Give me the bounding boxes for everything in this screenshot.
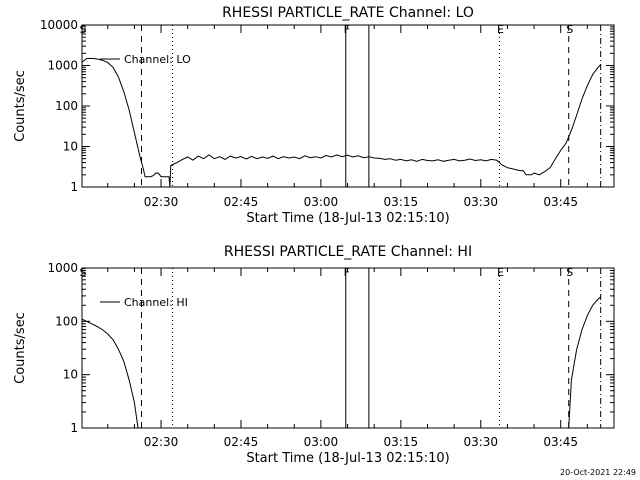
x-tick-label: 03:30	[463, 195, 498, 209]
x-tick-label: 03:30	[463, 435, 498, 449]
x-tick-label: 03:45	[543, 435, 578, 449]
x-tick-label: 02:45	[224, 435, 259, 449]
y-tick-label: 100	[55, 314, 78, 328]
time-marker-label: E	[497, 266, 504, 279]
chart-title: RHESSI PARTICLE_RATE Channel: HI	[224, 244, 472, 260]
panel-lo: RHESSI PARTICLE_RATE Channel: LO 1 10 100 10…	[13, 5, 615, 226]
data-series-line	[568, 296, 602, 429]
y-axis-label: Counts/sec	[13, 312, 28, 384]
x-tick-label: 03:45	[543, 195, 578, 209]
y-tick-label: 10	[63, 140, 78, 154]
x-tick-label: 03:15	[384, 435, 419, 449]
y-tick-label: 1	[70, 421, 78, 435]
time-marker-label: F	[344, 23, 350, 36]
x-tick-label: 02:30	[144, 435, 179, 449]
y-tick-label: 10000	[40, 18, 78, 32]
x-tick-label: 03:00	[304, 195, 339, 209]
timestamp: 20-Oct-2021 22:49	[560, 468, 636, 477]
x-tick-label: 02:30	[144, 195, 179, 209]
legend-label: Channel: HI	[124, 296, 188, 309]
panel-hi: RHESSI PARTICLE_RATE Channel: HI 1 10 100 10…	[13, 244, 615, 466]
legend-label: Channel: LO	[124, 53, 191, 66]
y-tick-label: 1000	[47, 59, 78, 73]
time-marker-label: S	[80, 266, 87, 279]
y-axis-label: Counts/sec	[13, 70, 28, 142]
data-series-line	[81, 57, 602, 188]
x-axis-label: Start Time (18-Jul-13 02:15:10)	[246, 211, 449, 226]
time-marker-label: E	[497, 23, 504, 36]
time-marker-label: S	[80, 23, 87, 36]
y-tick-label: 10	[63, 368, 78, 382]
data-series-line	[81, 318, 139, 429]
x-axis-label: Start Time (18-Jul-13 02:15:10)	[246, 451, 449, 466]
time-marker-label: S	[566, 23, 573, 36]
x-tick-label: 03:00	[304, 435, 339, 449]
y-tick-label: 1000	[47, 261, 78, 275]
time-marker-label: F	[344, 266, 350, 279]
y-tick-label: 1	[70, 180, 78, 194]
chart-title: RHESSI PARTICLE_RATE Channel: LO	[222, 5, 474, 21]
y-tick-label: 100	[55, 99, 78, 113]
x-tick-label: 02:45	[224, 195, 259, 209]
x-tick-label: 03:15	[384, 195, 419, 209]
time-marker-label: S	[566, 266, 573, 279]
